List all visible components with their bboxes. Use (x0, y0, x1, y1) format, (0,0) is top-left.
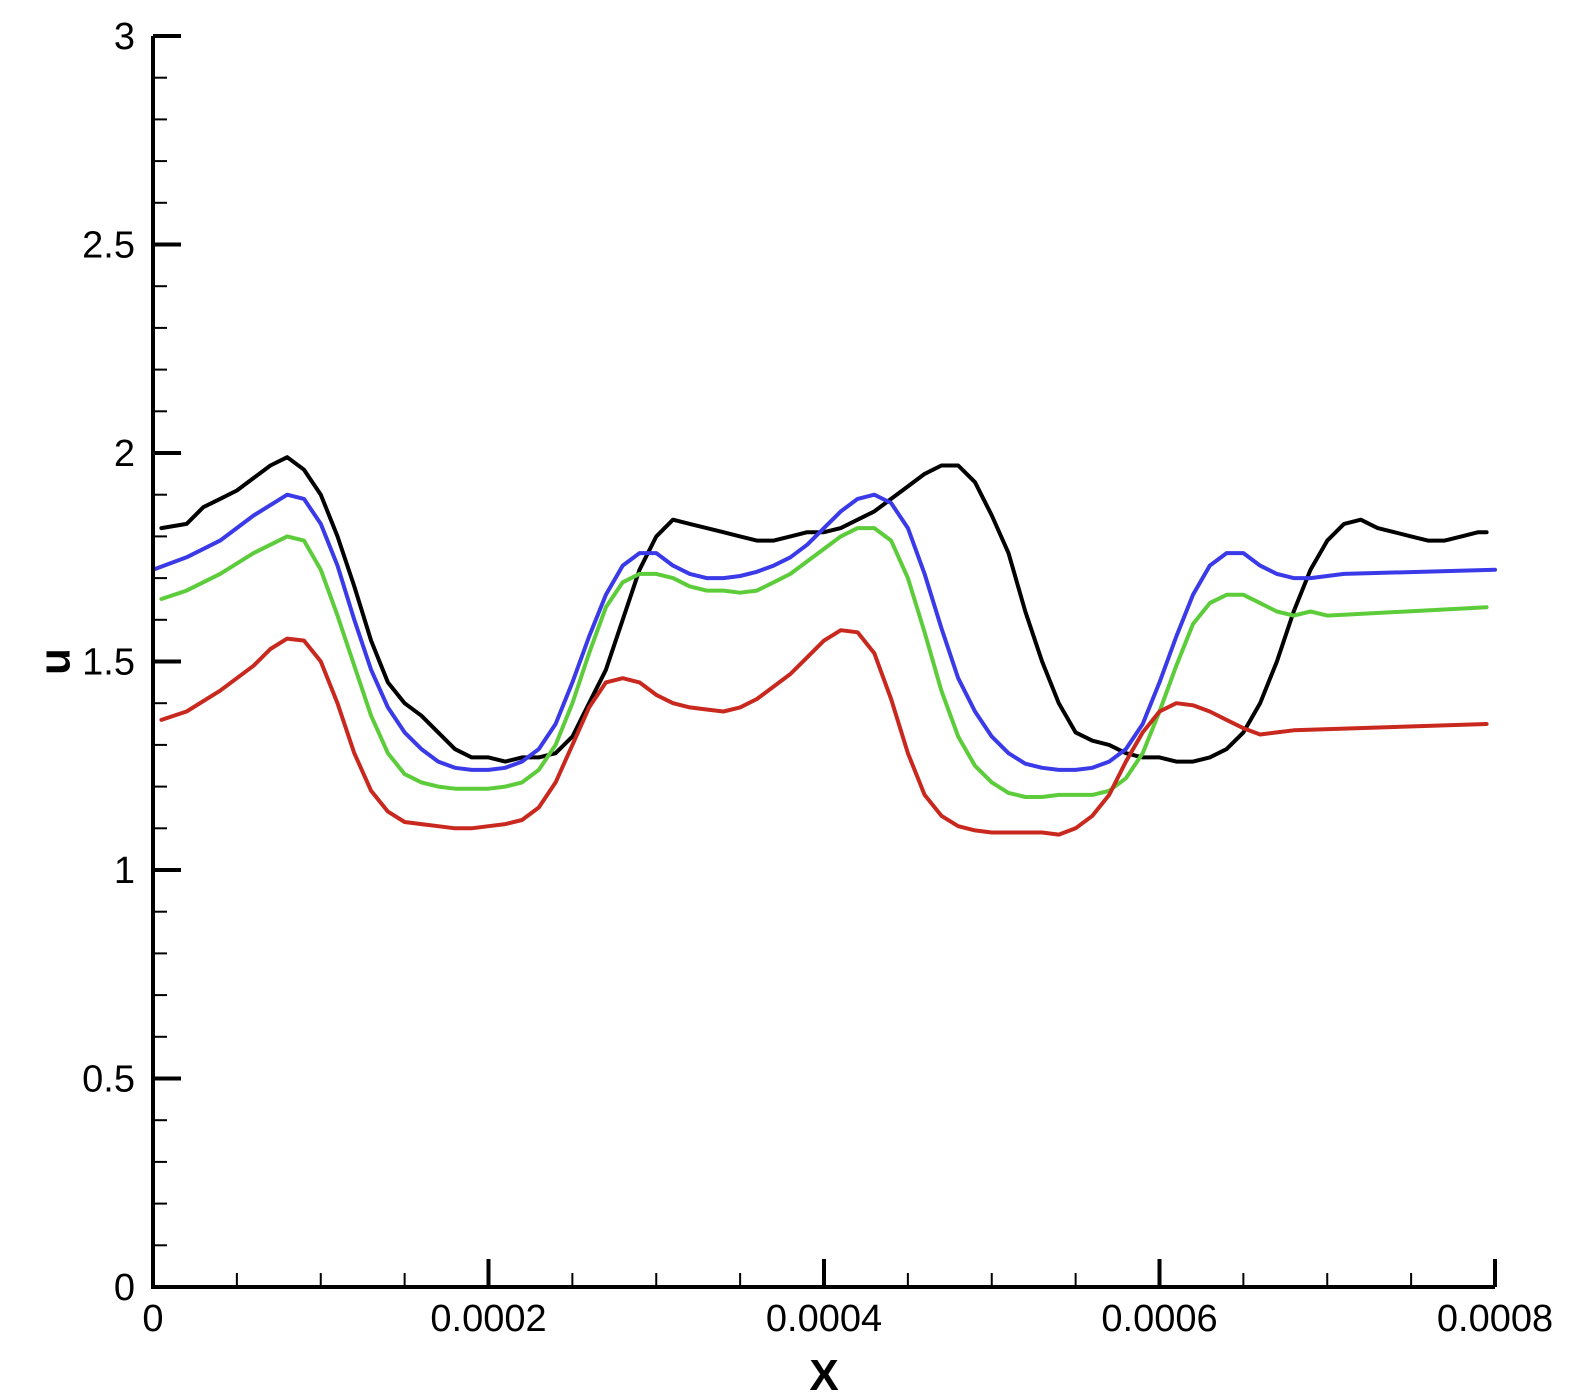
x-tick-label: 0 (142, 1298, 163, 1340)
series-line-1 (159, 455, 1489, 764)
y-tick-label: 0.5 (82, 1059, 135, 1101)
series-layer (151, 455, 1497, 837)
x-tick-labels: 0 0.0002 0.0004 0.0006 0.0008 (142, 1298, 1553, 1340)
x-tick-label: 0.0004 (766, 1298, 882, 1340)
y-tick-label: 3 (114, 16, 135, 58)
x-axis-title: X (809, 1351, 838, 1396)
y-tick-label: 2.5 (82, 225, 135, 267)
x-tick-label: 0.0008 (1437, 1298, 1553, 1340)
y-tick-label: 0 (114, 1267, 135, 1309)
y-tick-label: 1.5 (82, 642, 135, 684)
y-tick-labels: 0 0.5 1 1.5 2 2.5 3 (82, 16, 135, 1309)
series-line-3 (159, 526, 1489, 799)
x-tick-label: 0.0002 (430, 1298, 546, 1340)
series-line-4 (159, 628, 1489, 837)
y-tick-label: 1 (114, 850, 135, 892)
y-tick-label: 2 (114, 433, 135, 475)
series-line-2 (151, 492, 1497, 772)
y-axis-title: u (31, 648, 80, 675)
x-tick-label: 0.0006 (1101, 1298, 1217, 1340)
